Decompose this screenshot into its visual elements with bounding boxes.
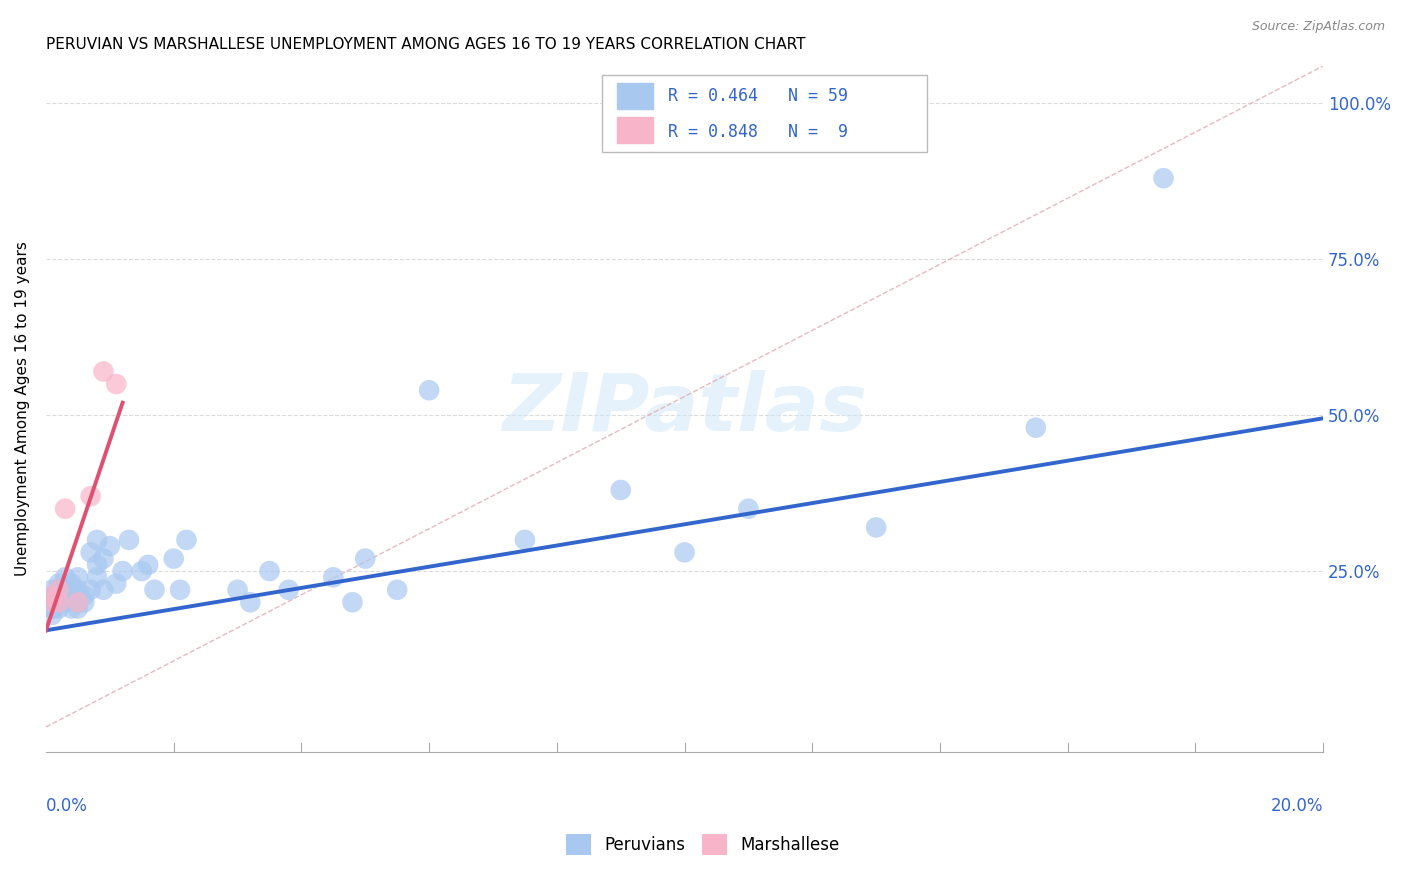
Text: ZIPatlas: ZIPatlas [502, 370, 868, 448]
Point [66, 595, 89, 609]
Point [48, 595, 70, 609]
Point [1153, 171, 1175, 186]
Point [143, 582, 166, 597]
Point [48, 582, 70, 597]
Point [60, 576, 83, 591]
Point [673, 545, 696, 559]
Point [41, 589, 63, 603]
Text: 20.0%: 20.0% [1271, 797, 1323, 814]
Point [118, 533, 141, 547]
Point [79, 489, 101, 503]
Point [105, 376, 128, 391]
Point [86, 570, 108, 584]
Point [41, 589, 63, 603]
Point [169, 582, 191, 597]
Point [66, 601, 89, 615]
Point [737, 501, 759, 516]
Point [41, 595, 63, 609]
Y-axis label: Unemployment Among Ages 16 to 19 years: Unemployment Among Ages 16 to 19 years [15, 242, 30, 576]
Legend: Peruvians, Marshallese: Peruvians, Marshallese [560, 828, 846, 862]
Point [93, 582, 115, 597]
Point [136, 558, 159, 572]
Point [418, 383, 440, 397]
Point [1025, 420, 1047, 434]
Point [48, 595, 70, 609]
Point [513, 533, 536, 547]
Point [41, 607, 63, 622]
Point [48, 595, 70, 609]
Point [73, 595, 96, 609]
Point [48, 589, 70, 603]
Point [41, 589, 63, 603]
Point [277, 582, 299, 597]
Point [41, 595, 63, 609]
Point [111, 564, 134, 578]
Point [105, 576, 128, 591]
Bar [617, 118, 652, 144]
Point [322, 570, 344, 584]
Point [226, 582, 249, 597]
Point [93, 365, 115, 379]
Point [41, 601, 63, 615]
Point [354, 551, 377, 566]
Point [48, 576, 70, 591]
Point [53, 570, 76, 584]
Point [86, 533, 108, 547]
Point [53, 582, 76, 597]
Text: R = 0.464   N = 59: R = 0.464 N = 59 [668, 87, 848, 105]
Point [385, 582, 408, 597]
Point [93, 551, 115, 566]
Point [66, 582, 89, 597]
Text: R = 0.848   N =  9: R = 0.848 N = 9 [668, 123, 848, 141]
Point [53, 501, 76, 516]
Point [41, 601, 63, 615]
Point [79, 582, 101, 597]
Bar [617, 83, 652, 109]
Point [342, 595, 364, 609]
Text: Source: ZipAtlas.com: Source: ZipAtlas.com [1251, 20, 1385, 33]
Point [66, 570, 89, 584]
Point [259, 564, 281, 578]
Point [131, 564, 153, 578]
Point [239, 595, 262, 609]
Point [98, 539, 121, 553]
Point [41, 595, 63, 609]
Point [865, 520, 887, 534]
Point [163, 551, 186, 566]
Point [41, 582, 63, 597]
Point [48, 582, 70, 597]
Point [609, 483, 631, 497]
Point [176, 533, 198, 547]
Point [86, 558, 108, 572]
Point [60, 601, 83, 615]
Point [53, 595, 76, 609]
Point [73, 589, 96, 603]
FancyBboxPatch shape [602, 75, 927, 152]
Point [79, 545, 101, 559]
Point [48, 601, 70, 615]
Text: 0.0%: 0.0% [46, 797, 87, 814]
Text: PERUVIAN VS MARSHALLESE UNEMPLOYMENT AMONG AGES 16 TO 19 YEARS CORRELATION CHART: PERUVIAN VS MARSHALLESE UNEMPLOYMENT AMO… [46, 37, 806, 53]
Point [60, 589, 83, 603]
Point [66, 595, 89, 609]
